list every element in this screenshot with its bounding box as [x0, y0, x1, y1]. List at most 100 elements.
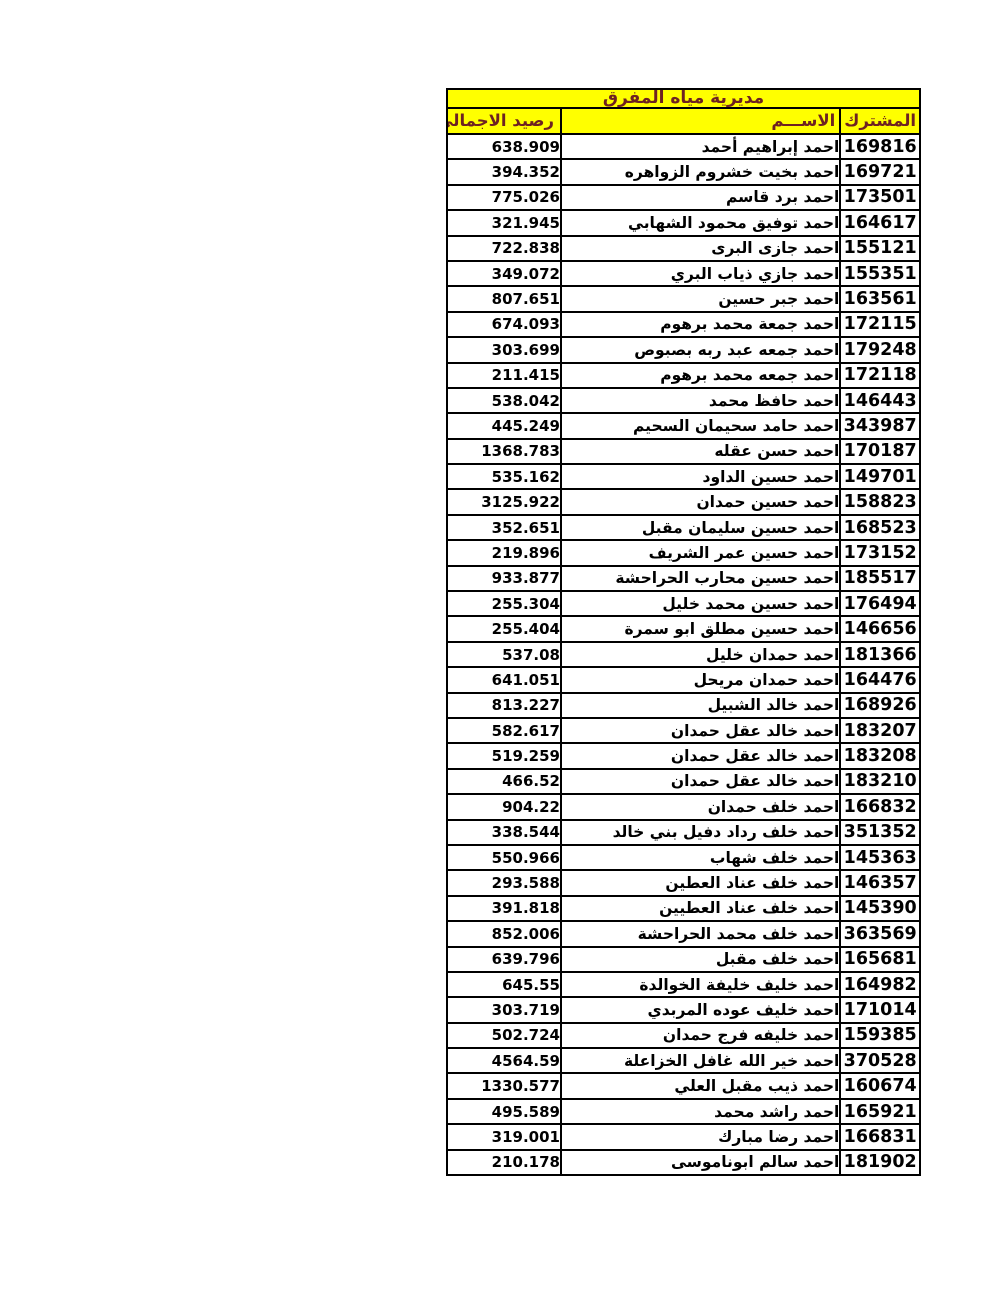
subscriber-name: احمد خليف خليفة الخوالدة	[559, 970, 842, 999]
subscriber-id: 168523	[839, 513, 921, 542]
table-row: 170187 احمد حسن عقله 1368.783	[446, 437, 921, 466]
table-row: 163561 احمد جبر حسين 807.651	[446, 285, 921, 313]
subscriber-name: احمد جمعه عبد ربه بصبوص	[559, 336, 842, 364]
table-row: 165681 احمد خلف مقبل 639.796	[446, 945, 921, 973]
table-row: 181902 احمد سالم ابوناموسى 210.178	[446, 1148, 921, 1177]
subscriber-name: احمد جازى البرى	[559, 234, 842, 262]
subscriber-name: احمد توفيق محمود الشهابي	[559, 209, 842, 237]
balance-value: 645.55	[446, 970, 562, 999]
subscriber-id: 172115	[839, 310, 921, 339]
subscriber-id: 149701	[839, 463, 921, 491]
subscriber-name: احمد خلف حمدان	[559, 793, 842, 821]
subscriber-id: 164617	[839, 209, 921, 237]
table-row: 166832 احمد خلف حمدان 904.22	[446, 793, 921, 821]
table-row: 351352 احمد خلف رداد دفيل بني خالد 338.5…	[446, 818, 921, 846]
table-row: 183207 احمد خالد عقل حمدان 582.617	[446, 716, 921, 745]
balance-value: 211.415	[446, 361, 562, 389]
subscriber-name: احمد خلف شهاب	[559, 843, 842, 872]
subscriber-name: احمد راشد محمد	[559, 1097, 842, 1126]
subscriber-name: احمد حسين سليمان مقبل	[559, 513, 842, 542]
subscriber-id: 168926	[839, 691, 921, 719]
balance-value: 582.617	[446, 716, 562, 745]
balance-value: 495.589	[446, 1097, 562, 1126]
subscriber-id: 146357	[839, 869, 921, 897]
balance-value: 338.544	[446, 818, 562, 846]
subscriber-id: 171014	[839, 996, 921, 1024]
subscriber-name: احمد خالد عقل حمدان	[559, 716, 842, 745]
subscriber-name: احمد جازي ذياب البري	[559, 259, 842, 288]
table-row: 146443 احمد حافظ محمد 538.042	[446, 386, 921, 415]
table-row: 176494 احمد حسين محمد خليل 255.304	[446, 590, 921, 618]
title-row: مديرية مياه المفرق	[446, 88, 921, 109]
balance-value: 674.093	[446, 310, 562, 339]
subscriber-name: احمد خالد عقل حمدان	[559, 742, 842, 770]
balance-value: 349.072	[446, 259, 562, 288]
subscriber-name: احمد ذيب مقبل العلي	[559, 1072, 842, 1100]
table-row: 343987 احمد حامد سحيمان السحيم 445.249	[446, 412, 921, 440]
subscriber-name: احمد خليفه فرج حمدان	[559, 1021, 842, 1050]
balance-value: 813.227	[446, 691, 562, 719]
table-row: 165921 احمد راشد محمد 495.589	[446, 1097, 921, 1126]
subscriber-id: 166831	[839, 1123, 921, 1151]
table-row: 149701 احمد حسين الداود 535.162	[446, 463, 921, 491]
subscriber-id: 166832	[839, 793, 921, 821]
column-header-balance: رصيد الاجمالي	[446, 107, 562, 135]
subscriber-id: 183207	[839, 716, 921, 745]
subscriber-id: 164982	[839, 970, 921, 999]
balance-value: 537.08	[446, 640, 562, 669]
subscriber-name: احمد برد قاسم	[559, 183, 842, 212]
table-row: 172115 احمد جمعة محمد برهوم 674.093	[446, 310, 921, 339]
balance-value: 502.724	[446, 1021, 562, 1050]
subscriber-id: 343987	[839, 412, 921, 440]
table-row: 166831 احمد رضا مبارك 319.001	[446, 1123, 921, 1151]
subscriber-name: احمد حامد سحيمان السحيم	[559, 412, 842, 440]
subscriber-name: احمد خلف مقبل	[559, 945, 842, 973]
table-row: 155121 احمد جازى البرى 722.838	[446, 234, 921, 262]
balance-value: 293.588	[446, 869, 562, 897]
table-row: 145390 احمد خلف عناد العطيين 391.818	[446, 894, 921, 923]
subscriber-id: 183208	[839, 742, 921, 770]
subscriber-name: احمد حافظ محمد	[559, 386, 842, 415]
subscribers-table: مديرية مياه المفرق المشترك الاســـم رصيد…	[446, 88, 921, 1177]
subscriber-id: 158823	[839, 488, 921, 516]
subscriber-name: احمد حسين حمدان	[559, 488, 842, 516]
subscriber-id: 179248	[839, 336, 921, 364]
subscriber-name: احمد حسن عقله	[559, 437, 842, 466]
subscriber-id: 165921	[839, 1097, 921, 1126]
subscriber-id: 146443	[839, 386, 921, 415]
subscriber-name: احمد حمدان مريحل	[559, 666, 842, 694]
subscriber-name: احمد خالد عقل حمدان	[559, 767, 842, 796]
balance-value: 638.909	[446, 132, 562, 161]
subscriber-id: 370528	[839, 1047, 921, 1075]
subscriber-name: احمد خليف عوده المربدي	[559, 996, 842, 1024]
table-row: 173501 احمد برد قاسم 775.026	[446, 183, 921, 212]
subscriber-name: احمد حمدان خليل	[559, 640, 842, 669]
subscriber-id: 164476	[839, 666, 921, 694]
subscriber-id: 181902	[839, 1148, 921, 1177]
table-row: 185517 احمد حسين محارب الحراحشة 933.877	[446, 564, 921, 593]
table-head: مديرية مياه المفرق المشترك الاســـم رصيد…	[446, 88, 921, 135]
balance-value: 775.026	[446, 183, 562, 212]
balance-value: 535.162	[446, 463, 562, 491]
table-row: 179248 احمد جمعه عبد ربه بصبوص 303.699	[446, 336, 921, 364]
balance-value: 466.52	[446, 767, 562, 796]
subscriber-name: احمد خير الله غافل الخزاعلة	[559, 1047, 842, 1075]
table-row: 183210 احمد خالد عقل حمدان 466.52	[446, 767, 921, 796]
table-row: 168926 احمد خالد الشبيل 813.227	[446, 691, 921, 719]
column-header-row: المشترك الاســـم رصيد الاجمالي	[446, 107, 921, 135]
subscriber-id: 363569	[839, 920, 921, 948]
subscriber-name: احمد جمعة محمد برهوم	[559, 310, 842, 339]
subscriber-id: 159385	[839, 1021, 921, 1050]
balance-value: 352.651	[446, 513, 562, 542]
balance-value: 445.249	[446, 412, 562, 440]
balance-value: 550.966	[446, 843, 562, 872]
table-row: 168523 احمد حسين سليمان مقبل 352.651	[446, 513, 921, 542]
balance-value: 255.404	[446, 615, 562, 643]
column-header-subscriber: المشترك	[839, 107, 921, 135]
balance-value: 391.818	[446, 894, 562, 923]
subscriber-id: 155351	[839, 259, 921, 288]
balance-value: 933.877	[446, 564, 562, 593]
table-row: 169721 احمد بخيت خشروم الزواهره 394.352	[446, 158, 921, 186]
subscriber-id: 185517	[839, 564, 921, 593]
